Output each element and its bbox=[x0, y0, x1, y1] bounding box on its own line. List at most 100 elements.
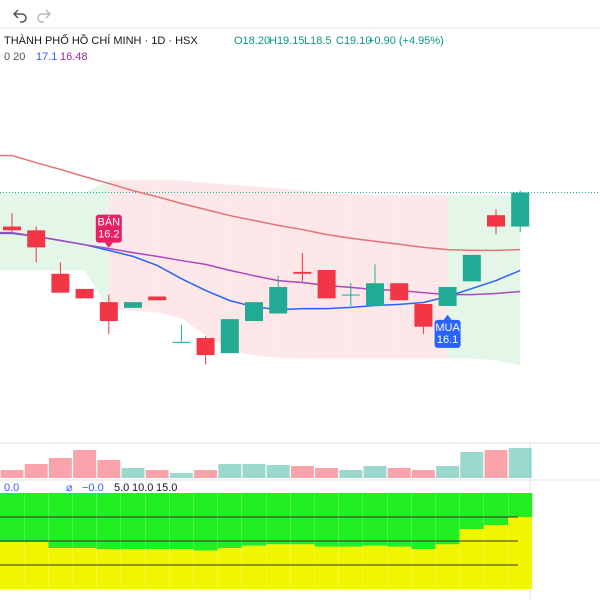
indicator-top bbox=[48, 493, 73, 549]
band-fill bbox=[60, 192, 85, 271]
candle-body bbox=[390, 283, 409, 301]
band-fill bbox=[108, 180, 133, 311]
indicator-top bbox=[459, 493, 484, 529]
volume-bar bbox=[194, 470, 218, 478]
indicator-bar bbox=[338, 546, 363, 589]
indicator-label: 0.0 bbox=[4, 482, 19, 494]
indicator-top bbox=[508, 493, 533, 517]
band-fill bbox=[471, 195, 496, 361]
volume-bar bbox=[0, 470, 24, 478]
signal-price: 16.2 bbox=[98, 228, 119, 240]
signal-pointer bbox=[443, 314, 452, 320]
indicator-bar bbox=[387, 546, 412, 589]
volume-bar bbox=[460, 452, 484, 478]
redo-button[interactable] bbox=[37, 9, 52, 23]
volume-bar bbox=[266, 465, 290, 478]
indicator-value: 0 20 bbox=[4, 51, 25, 63]
signal-label bbox=[434, 319, 461, 348]
indicator-bar bbox=[217, 548, 242, 589]
candle-body bbox=[196, 338, 215, 356]
indicator-bar bbox=[242, 545, 266, 589]
volume-bar bbox=[121, 468, 145, 478]
indicator-bar bbox=[145, 549, 170, 589]
indicator-top bbox=[145, 493, 170, 550]
candle-body bbox=[245, 302, 263, 322]
ma-line bbox=[0, 231, 521, 296]
candle-body bbox=[487, 215, 505, 227]
indicator-bar bbox=[508, 517, 533, 589]
volume-bar bbox=[339, 470, 363, 478]
volume-bar bbox=[484, 450, 508, 478]
indicator-bar bbox=[121, 549, 145, 589]
band-fill bbox=[12, 192, 37, 271]
band-fill bbox=[447, 195, 472, 359]
indicator-top bbox=[121, 493, 145, 550]
candle-body bbox=[51, 273, 70, 293]
indicator-top bbox=[290, 493, 315, 545]
candle-body bbox=[269, 287, 288, 314]
indicator-top bbox=[411, 493, 436, 550]
band-fill bbox=[350, 194, 375, 359]
band-fill bbox=[326, 192, 351, 359]
candle-body bbox=[462, 254, 481, 282]
volume-bar bbox=[97, 460, 121, 478]
candle-body bbox=[341, 294, 360, 296]
band-fill bbox=[496, 195, 521, 366]
band-fill bbox=[84, 180, 109, 309]
indicator-top bbox=[387, 493, 412, 547]
candle-body bbox=[75, 288, 94, 299]
volume-bar bbox=[363, 466, 387, 478]
signal-text: MUA bbox=[435, 322, 460, 334]
signal-price: 16.1 bbox=[437, 334, 458, 346]
band-fill-start bbox=[0, 192, 12, 271]
signal-text: BÁN bbox=[97, 215, 120, 228]
volume-bar bbox=[218, 464, 242, 478]
ohlc-value: O18.20 bbox=[234, 35, 270, 47]
indicator-label: −0.0 bbox=[82, 482, 104, 494]
candle-body bbox=[148, 296, 167, 301]
band-fill bbox=[133, 180, 158, 313]
band-fill bbox=[254, 186, 279, 358]
undo-icon[interactable] bbox=[12, 9, 27, 23]
volume-bar bbox=[24, 464, 48, 478]
indicator-bar bbox=[411, 549, 436, 589]
candle-body bbox=[438, 287, 457, 306]
candle-body bbox=[99, 302, 118, 322]
indicator-bar bbox=[266, 544, 291, 589]
band-fill bbox=[181, 180, 206, 336]
toolbar bbox=[0, 0, 600, 28]
band-fill bbox=[36, 192, 61, 271]
indicator-bar bbox=[435, 544, 460, 589]
undo-button[interactable] bbox=[12, 9, 27, 23]
ohlc-value: H19.15 bbox=[269, 35, 304, 47]
indicator-top bbox=[96, 493, 121, 550]
indicator-value: 16.48 bbox=[60, 51, 88, 63]
indicator-value: 17.1 bbox=[36, 51, 57, 63]
indicator-label: 10.0 bbox=[132, 482, 153, 494]
volume-bar bbox=[387, 468, 411, 478]
volume-bar bbox=[73, 450, 97, 478]
candle-body bbox=[220, 319, 239, 354]
volume-bar bbox=[436, 466, 460, 478]
candle-body bbox=[511, 192, 530, 227]
candle-body bbox=[3, 226, 21, 231]
indicator-bar bbox=[314, 546, 339, 589]
symbol: THÀNH PHỐ HỒ CHÍ MINH · 1D · HSX bbox=[4, 33, 198, 47]
indicator-top bbox=[217, 493, 242, 549]
band-fill bbox=[278, 188, 303, 359]
indicator-bar bbox=[484, 525, 508, 589]
ohlc-value: +0.90 (+4.95%) bbox=[368, 35, 444, 47]
indicator-bar bbox=[96, 549, 121, 589]
indicator-top bbox=[484, 493, 508, 526]
volume-bar bbox=[145, 470, 169, 478]
ohlc-value: L18.5 bbox=[304, 35, 332, 47]
indicator-label: ⌀ bbox=[66, 482, 73, 494]
indicator-top bbox=[193, 493, 218, 551]
redo-icon[interactable] bbox=[37, 9, 52, 23]
signal-label bbox=[95, 214, 122, 243]
candle-body bbox=[414, 304, 433, 327]
volume-bar bbox=[290, 466, 314, 478]
indicator-bar bbox=[169, 549, 194, 589]
volume-bar bbox=[508, 448, 532, 478]
volume-bar bbox=[242, 464, 266, 478]
